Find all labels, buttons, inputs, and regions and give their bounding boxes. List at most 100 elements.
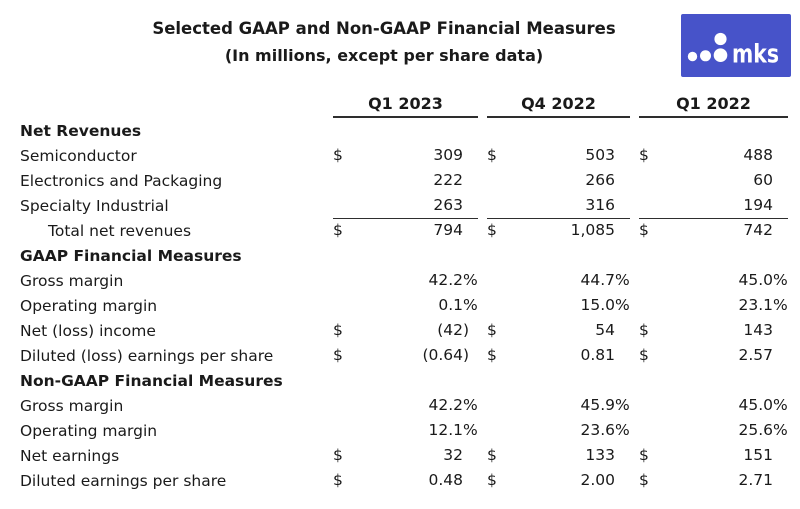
mks-logo-graphic: mks — [681, 14, 791, 77]
value-cell-q1-2022 — [639, 118, 788, 143]
row-label: Total net revenues — [48, 222, 192, 240]
logo-dot-medium — [700, 50, 711, 62]
value-cell-q1-2023 — [333, 368, 478, 393]
row-label: Specialty Industrial — [20, 197, 169, 215]
table-row: Operating margin 12.1% 23.6% 25.6% — [20, 418, 788, 443]
page-title: Selected GAAP and Non-GAAP Financial Mea… — [152, 19, 616, 38]
logo-dot-small — [687, 51, 698, 62]
value-cell-q4-2022: 266 — [487, 168, 630, 193]
table-row: Diluted (loss) earnings per share $ (0.6… — [20, 343, 788, 368]
value-cell-q4-2022 — [487, 243, 630, 268]
cell-value: 0.1% — [438, 296, 478, 314]
dollar-sign: $ — [333, 471, 343, 489]
cell-value: 263 — [433, 196, 463, 214]
table-row: Electronics and Packaging 222 266 60 — [20, 168, 788, 193]
cell-value: 742 — [743, 221, 773, 239]
value-cell-q1-2022: 45.0% — [639, 268, 788, 293]
row-label: Electronics and Packaging — [20, 172, 223, 190]
value-cell-q1-2023: $ (42) — [333, 318, 478, 343]
dollar-sign: $ — [487, 221, 497, 239]
cell-value: (0.64) — [422, 346, 470, 364]
value-cell-q1-2023: 222 — [333, 168, 478, 193]
cell-value: 2.00 — [580, 471, 615, 489]
value-cell-q1-2023: 12.1% — [333, 418, 478, 443]
dollar-sign: $ — [333, 321, 343, 339]
dollar-sign: $ — [639, 471, 649, 489]
value-cell-q1-2022: $ 742 — [639, 218, 788, 243]
row-label: Operating margin — [20, 297, 158, 315]
value-cell-q1-2022: $ 151 — [639, 443, 788, 468]
column-header-q1-2023: Q1 2023 — [333, 92, 478, 118]
value-cell-q1-2022 — [639, 368, 788, 393]
dollar-sign: $ — [639, 346, 649, 364]
row-label: Net Revenues — [20, 122, 142, 140]
dollar-sign: $ — [333, 346, 343, 364]
title-block: Selected GAAP and Non-GAAP Financial Mea… — [0, 15, 768, 69]
value-cell-q1-2022: $ 2.57 — [639, 343, 788, 368]
cell-value: 32 — [443, 446, 463, 464]
value-cell-q1-2023: $ 0.48 — [333, 468, 478, 493]
value-cell-q1-2023: 263 — [333, 193, 478, 219]
table-header-row: Q1 2023 Q4 2022 Q1 2022 — [20, 92, 788, 118]
value-cell-q1-2023 — [333, 118, 478, 143]
cell-value: 222 — [433, 171, 463, 189]
cell-value: 42.2% — [428, 271, 478, 289]
table-row: GAAP Financial Measures — [20, 243, 788, 268]
value-cell-q1-2022: $ 2.71 — [639, 468, 788, 493]
cell-value: 15.0% — [580, 296, 630, 314]
value-cell-q1-2022: 45.0% — [639, 393, 788, 418]
cell-value: 25.6% — [738, 421, 788, 439]
table-row: Net Revenues — [20, 118, 788, 143]
table-row: Gross margin 42.2% 44.7% 45.0% — [20, 268, 788, 293]
mks-logo: mks — [681, 14, 791, 77]
row-label: Net earnings — [20, 447, 120, 465]
value-cell-q1-2022: 60 — [639, 168, 788, 193]
dollar-sign: $ — [487, 471, 497, 489]
table-row: Total net revenues $ 794 $ 1,085 $ 742 — [20, 218, 788, 243]
row-label: Gross margin — [20, 397, 124, 415]
financial-table: Q1 2023 Q4 2022 Q1 2022 Net Revenues — [20, 92, 788, 493]
dollar-sign: $ — [333, 146, 343, 164]
value-cell-q4-2022: 316 — [487, 193, 630, 219]
cell-value: 45.0% — [738, 396, 788, 414]
value-cell-q1-2023: $ 309 — [333, 143, 478, 168]
cell-value: 151 — [743, 446, 773, 464]
logo-text: mks — [732, 40, 779, 70]
value-cell-q4-2022: $ 2.00 — [487, 468, 630, 493]
row-label: Operating margin — [20, 422, 158, 440]
cell-value: 2.71 — [738, 471, 773, 489]
dollar-sign: $ — [333, 446, 343, 464]
value-cell-q1-2023: 42.2% — [333, 268, 478, 293]
value-cell-q1-2023: 42.2% — [333, 393, 478, 418]
cell-value: 794 — [433, 221, 463, 239]
row-label: Semiconductor — [20, 147, 137, 165]
cell-value: 0.81 — [580, 346, 615, 364]
dollar-sign: $ — [487, 346, 497, 364]
table-row: Semiconductor $ 309 $ 503 $ 488 — [20, 143, 788, 168]
value-cell-q4-2022: $ 133 — [487, 443, 630, 468]
value-cell-q1-2022: 23.1% — [639, 293, 788, 318]
dollar-sign: $ — [487, 321, 497, 339]
cell-value: 143 — [743, 321, 773, 339]
row-label: Net (loss) income — [20, 322, 156, 340]
cell-value: 45.0% — [738, 271, 788, 289]
cell-value: 316 — [585, 196, 615, 214]
table-body: Net Revenues Semiconductor $ 309 — [20, 118, 788, 493]
cell-value: 12.1% — [428, 421, 478, 439]
table-row: Diluted earnings per share $ 0.48 $ 2.00… — [20, 468, 788, 493]
table-row: Specialty Industrial 263 316 194 — [20, 193, 788, 219]
cell-value: 2.57 — [738, 346, 773, 364]
value-cell-q4-2022: 15.0% — [487, 293, 630, 318]
row-label: Diluted earnings per share — [20, 472, 227, 490]
value-cell-q1-2022: $ 143 — [639, 318, 788, 343]
value-cell-q4-2022: 44.7% — [487, 268, 630, 293]
cell-value: 0.48 — [428, 471, 463, 489]
value-cell-q4-2022 — [487, 118, 630, 143]
value-cell-q1-2022: 25.6% — [639, 418, 788, 443]
cell-value: 133 — [585, 446, 615, 464]
cell-value: (42) — [437, 321, 470, 339]
cell-value: 45.9% — [580, 396, 630, 414]
value-cell-q1-2023: 0.1% — [333, 293, 478, 318]
logo-dot-large — [713, 48, 728, 62]
value-cell-q4-2022: $ 1,085 — [487, 218, 630, 243]
